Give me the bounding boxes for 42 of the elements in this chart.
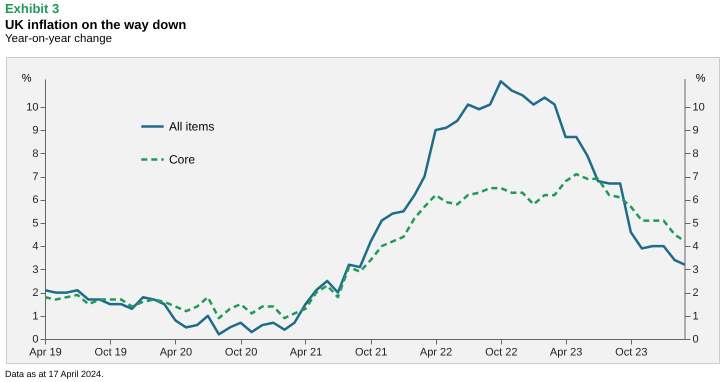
chart-title: UK inflation on the way down [5, 17, 186, 32]
x-tick-label: Apr 22 [420, 346, 452, 358]
legend-label: All items [169, 120, 214, 134]
y2-axis-title: % [696, 72, 706, 84]
y2-tick-label: 9 [692, 124, 699, 137]
legend-label: Core [169, 152, 196, 166]
line-series [45, 172, 685, 320]
y2-tick-label: 1 [692, 310, 699, 322]
line-series [45, 80, 685, 336]
y-tick-label: 9 [32, 124, 38, 137]
x-tick-label: Apr 19 [29, 346, 62, 358]
text: Exhibit 3 [5, 1, 60, 16]
y2-tick-label: 6 [692, 194, 699, 206]
y2-tick-label: 0 [692, 334, 699, 346]
text: Data as at 17 April 2024. [5, 369, 104, 379]
x-tick-label: Oct 23 [615, 346, 648, 358]
y-tick-label: 6 [32, 194, 38, 206]
x-tick-label: Apr 23 [550, 346, 582, 358]
y2-tick-label: 3 [692, 264, 699, 276]
y-tick-label: 3 [32, 264, 38, 276]
y2-tick-label: 10 [692, 101, 705, 114]
y-tick-label: 8 [32, 148, 38, 160]
chart-subtitle: Year-on-year change [5, 33, 113, 45]
y2-tick-label: 4 [692, 240, 699, 253]
x-tick-label: Oct 22 [485, 346, 518, 358]
y-tick-label: 4 [32, 240, 38, 253]
y-tick-label: 1 [32, 310, 38, 322]
y-axis-title: % [22, 72, 32, 84]
y-tick-label: 0 [32, 334, 38, 346]
x-tick-label: Apr 21 [290, 346, 322, 358]
y2-tick-label: 7 [692, 171, 699, 183]
y-tick-label: 7 [32, 171, 38, 183]
x-tick-label: Oct 20 [224, 346, 258, 358]
y2-tick-label: 8 [692, 148, 699, 160]
y-tick-label: 5 [32, 217, 38, 230]
y2-tick-label: 2 [692, 287, 699, 300]
y-tick-label: 10 [26, 101, 38, 114]
x-tick-label: Oct 19 [94, 346, 127, 358]
x-tick-label: Apr 20 [160, 346, 192, 358]
y2-tick-label: 5 [692, 217, 699, 230]
y-tick-label: 2 [32, 287, 38, 300]
x-tick-label: Oct 21 [355, 346, 388, 358]
